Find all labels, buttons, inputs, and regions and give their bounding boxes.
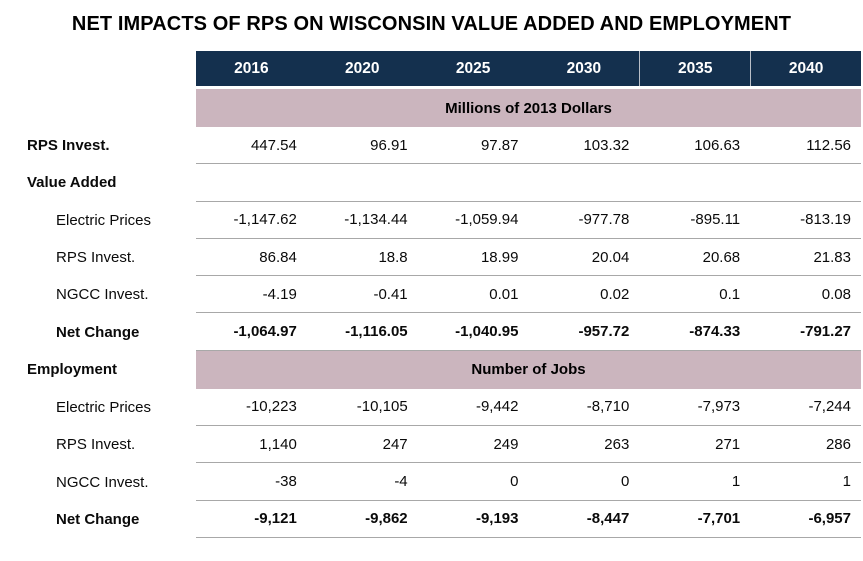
table-row-emp-ngcc-invest: NGCC Invest. -38 -4 0 0 1 1 — [0, 463, 861, 501]
cell-value: -7,244 — [750, 389, 861, 427]
row-label: Value Added — [27, 174, 117, 192]
row-label: RPS Invest. — [56, 436, 136, 454]
cell-value: 112.56 — [750, 127, 861, 165]
section-band-dollars: Millions of 2013 Dollars — [196, 89, 861, 127]
cell-value: 106.63 — [639, 127, 751, 165]
cell-value: 0 — [528, 463, 640, 501]
cell-value: 247 — [306, 426, 418, 464]
cell-value: -977.78 — [528, 202, 640, 239]
cell-value: 86.84 — [196, 239, 307, 277]
cell-value: -791.27 — [750, 313, 861, 351]
column-header-2035: 2035 — [639, 51, 751, 86]
cell-value: 0.02 — [528, 276, 640, 314]
column-header-2025: 2025 — [417, 51, 529, 86]
row-label: Net Change — [56, 510, 140, 528]
cell-value: -957.72 — [528, 313, 640, 351]
cell-value: -8,447 — [528, 501, 640, 538]
cell-value: 96.91 — [306, 127, 418, 165]
cell-value — [528, 164, 640, 202]
section-band-dollars-label — [0, 89, 196, 127]
table-row-va-ngcc-invest: NGCC Invest. -4.19 -0.41 0.01 0.02 0.1 0… — [0, 276, 861, 314]
table-row-rps-invest: RPS Invest. 447.54 96.91 97.87 103.32 10… — [0, 127, 861, 165]
row-label: RPS Invest. — [56, 249, 136, 267]
cell-value: -1,147.62 — [196, 202, 307, 239]
row-label: RPS Invest. — [27, 137, 110, 155]
cell-value: -7,973 — [639, 389, 751, 427]
table-row-va-electric-prices: Electric Prices -1,147.62 -1,134.44 -1,0… — [0, 202, 861, 239]
table-row-emp-net-change: Net Change -9,121 -9,862 -9,193 -8,447 -… — [0, 501, 861, 538]
cell-value: -9,121 — [196, 501, 307, 538]
table-row-va-net-change: Net Change -1,064.97 -1,116.05 -1,040.95… — [0, 313, 861, 351]
table-row-emp-rps-invest: RPS Invest. 1,140 247 249 263 271 286 — [0, 426, 861, 464]
cell-value: -9,862 — [306, 501, 418, 538]
cell-value: -1,059.94 — [417, 202, 529, 239]
cell-value — [306, 164, 418, 202]
row-label: Electric Prices — [56, 211, 152, 229]
header-spacer-cell — [0, 51, 196, 86]
cell-value: 447.54 — [196, 127, 307, 165]
cell-value: -9,193 — [417, 501, 529, 538]
cell-value: -6,957 — [750, 501, 861, 538]
cell-value: -874.33 — [639, 313, 751, 351]
cell-value: 0.01 — [417, 276, 529, 314]
cell-value: -38 — [196, 463, 307, 501]
cell-value: 18.8 — [306, 239, 418, 277]
cell-value — [417, 164, 529, 202]
cell-value: -10,105 — [306, 389, 418, 427]
cell-value: -1,064.97 — [196, 313, 307, 351]
cell-value: -9,442 — [417, 389, 529, 427]
column-header-2020: 2020 — [306, 51, 418, 86]
section-label-employment: Employment — [27, 361, 118, 379]
cell-value: 97.87 — [417, 127, 529, 165]
cell-value: 0.08 — [750, 276, 861, 314]
cell-value: -10,223 — [196, 389, 307, 427]
cell-value: 1 — [639, 463, 751, 501]
cell-value: 18.99 — [417, 239, 529, 277]
cell-value: -1,116.05 — [306, 313, 418, 351]
cell-value: 20.04 — [528, 239, 640, 277]
cell-value: 1,140 — [196, 426, 307, 464]
cell-value — [639, 164, 751, 202]
cell-value: -8,710 — [528, 389, 640, 427]
cell-value: 286 — [750, 426, 861, 464]
row-label: NGCC Invest. — [56, 286, 149, 304]
cell-value: 0.1 — [639, 276, 751, 314]
column-header-2030: 2030 — [528, 51, 640, 86]
cell-value: 263 — [528, 426, 640, 464]
table-row-value-added: Value Added — [0, 164, 861, 202]
row-label: NGCC Invest. — [56, 473, 149, 491]
cell-value: 249 — [417, 426, 529, 464]
section-band-jobs: Number of Jobs — [196, 350, 861, 389]
cell-value: -4 — [306, 463, 418, 501]
cell-value: -7,701 — [639, 501, 751, 538]
table-row-va-rps-invest: RPS Invest. 86.84 18.8 18.99 20.04 20.68… — [0, 239, 861, 277]
table-row-emp-electric-prices: Electric Prices -10,223 -10,105 -9,442 -… — [0, 389, 861, 427]
cell-value: 1 — [750, 463, 861, 501]
cell-value: -1,040.95 — [417, 313, 529, 351]
row-label: Electric Prices — [56, 398, 152, 416]
cell-value: 0 — [417, 463, 529, 501]
impacts-table: 2016 2020 2025 2030 2035 2040 Millions o… — [0, 51, 861, 538]
page-title: NET IMPACTS OF RPS ON WISCONSIN VALUE AD… — [71, 13, 792, 35]
cell-value: -895.11 — [639, 202, 751, 239]
cell-value: -813.19 — [750, 202, 861, 239]
cell-value — [750, 164, 861, 202]
row-label: Net Change — [56, 323, 140, 341]
table-header-row: 2016 2020 2025 2030 2035 2040 — [0, 51, 861, 86]
cell-value: 271 — [639, 426, 751, 464]
cell-value: -4.19 — [196, 276, 307, 314]
cell-value: 20.68 — [639, 239, 751, 277]
column-header-2040: 2040 — [750, 51, 861, 86]
cell-value: -0.41 — [306, 276, 418, 314]
cell-value: 103.32 — [528, 127, 640, 165]
section-band-dollars-row: Millions of 2013 Dollars — [0, 89, 861, 127]
cell-value — [196, 164, 307, 202]
cell-value: -1,134.44 — [306, 202, 418, 239]
column-header-2016: 2016 — [196, 51, 307, 86]
cell-value: 21.83 — [750, 239, 861, 277]
section-band-jobs-row: Employment Number of Jobs — [0, 350, 861, 389]
